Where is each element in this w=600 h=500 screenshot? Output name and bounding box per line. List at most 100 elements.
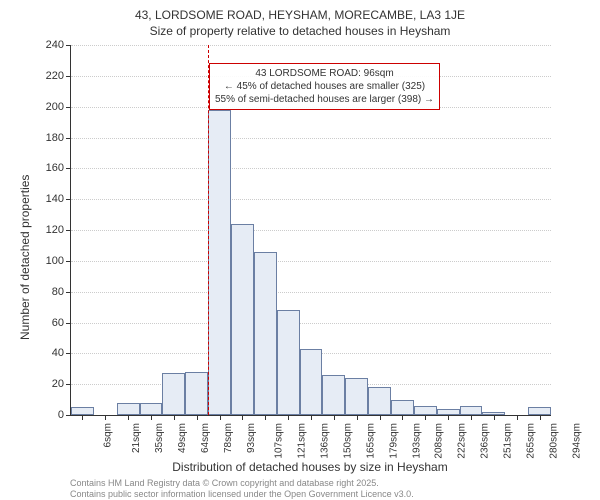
grid-line [71,261,551,262]
histogram-bar [277,310,300,415]
y-tick-label: 40 [52,347,64,359]
histogram-bar [140,403,163,415]
x-tick-label: 93sqm [246,423,257,453]
x-tick [220,415,221,420]
x-tick [151,415,152,420]
x-tick [471,415,472,420]
histogram-bar [185,372,208,415]
annotation-line: 55% of semi-detached houses are larger (… [215,93,434,106]
x-tick-label: 294sqm [571,423,582,459]
y-tick [66,168,71,169]
footer-line2: Contains public sector information licen… [70,489,414,499]
x-tick [448,415,449,420]
x-tick-label: 265sqm [525,423,536,459]
x-tick-label: 64sqm [200,423,211,453]
x-tick-label: 208sqm [434,423,445,459]
chart-title-line1: 43, LORDSOME ROAD, HEYSHAM, MORECAMBE, L… [0,8,600,22]
histogram-bar [208,110,231,415]
y-tick-label: 180 [46,132,64,144]
y-tick [66,45,71,46]
x-tick [357,415,358,420]
y-tick [66,384,71,385]
y-tick-label: 0 [58,409,64,421]
y-tick [66,199,71,200]
x-tick-label: 222sqm [457,423,468,459]
x-tick [288,415,289,420]
grid-line [71,230,551,231]
histogram-bar [322,375,345,415]
x-tick-label: 35sqm [154,423,165,453]
x-tick-label: 6sqm [103,423,114,447]
x-tick [265,415,266,420]
chart-area: 6sqm21sqm35sqm49sqm64sqm78sqm93sqm107sqm… [70,45,550,415]
x-tick [334,415,335,420]
histogram-bar [391,400,414,415]
grid-line [71,168,551,169]
histogram-bar [231,224,254,415]
y-tick [66,76,71,77]
grid-line [71,45,551,46]
x-tick [380,415,381,420]
y-tick [66,353,71,354]
x-tick [425,415,426,420]
x-tick-label: 121sqm [297,423,308,459]
y-tick [66,138,71,139]
annotation-box: 43 LORDSOME ROAD: 96sqm← 45% of detached… [209,63,440,110]
chart-subtitle: Size of property relative to detached ho… [0,24,600,38]
histogram-bar [368,387,391,415]
histogram-bar [117,403,140,415]
histogram-bar [254,252,277,415]
x-tick-label: 251sqm [503,423,514,459]
histogram-bar [162,373,185,415]
grid-line [71,292,551,293]
x-tick [128,415,129,420]
y-axis-title: Number of detached properties [18,175,32,340]
histogram-bar [460,406,483,415]
y-tick [66,230,71,231]
x-tick-label: 193sqm [411,423,422,459]
histogram-bar [345,378,368,415]
y-tick [66,292,71,293]
x-tick-label: 49sqm [177,423,188,453]
x-tick [174,415,175,420]
annotation-line: ← 45% of detached houses are smaller (32… [215,80,434,93]
x-tick [105,415,106,420]
x-axis-title: Distribution of detached houses by size … [70,460,550,474]
y-tick-label: 60 [52,317,64,329]
y-tick-label: 140 [46,193,64,205]
x-tick-label: 136sqm [320,423,331,459]
x-tick-label: 107sqm [274,423,285,459]
x-tick [242,415,243,420]
y-tick [66,323,71,324]
x-tick [311,415,312,420]
y-tick-label: 20 [52,378,64,390]
y-tick-label: 200 [46,101,64,113]
grid-line [71,323,551,324]
histogram-bar [300,349,323,415]
y-tick-label: 220 [46,70,64,82]
x-tick [540,415,541,420]
histogram-bar [528,407,551,415]
x-tick [82,415,83,420]
histogram-bar [482,412,505,415]
annotation-line: 43 LORDSOME ROAD: 96sqm [215,67,434,80]
histogram-bar [414,406,437,415]
x-tick [494,415,495,420]
y-tick-label: 160 [46,162,64,174]
plot-area: 6sqm21sqm35sqm49sqm64sqm78sqm93sqm107sqm… [70,45,551,416]
histogram-bar [437,409,460,415]
histogram-bar [71,407,94,415]
y-tick-label: 240 [46,39,64,51]
y-tick [66,261,71,262]
x-tick-label: 78sqm [223,423,234,453]
y-tick-label: 100 [46,255,64,267]
x-tick-label: 21sqm [131,423,142,453]
grid-line [71,199,551,200]
x-tick-label: 165sqm [365,423,376,459]
y-tick-label: 80 [52,286,64,298]
y-tick [66,415,71,416]
footer-line1: Contains HM Land Registry data © Crown c… [70,478,379,488]
y-tick [66,107,71,108]
x-tick [197,415,198,420]
x-tick [402,415,403,420]
